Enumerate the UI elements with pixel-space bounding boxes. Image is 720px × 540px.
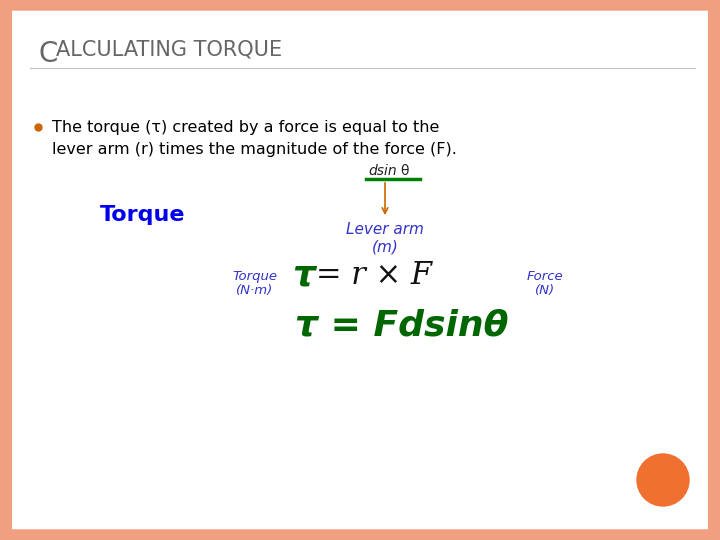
Text: Lever arm: Lever arm: [346, 222, 424, 237]
Text: (m): (m): [372, 239, 398, 254]
Text: (N·m): (N·m): [236, 284, 274, 297]
Text: θ: θ: [400, 164, 408, 178]
Circle shape: [637, 454, 689, 506]
Text: C: C: [38, 40, 58, 68]
Text: Torque: Torque: [233, 270, 277, 283]
Text: (N): (N): [535, 284, 555, 297]
Text: Force: Force: [527, 270, 563, 283]
Text: Torque: Torque: [100, 205, 186, 225]
Text: = r × F: = r × F: [316, 260, 432, 291]
Text: lever arm (r) times the magnitude of the force (F).: lever arm (r) times the magnitude of the…: [52, 142, 457, 157]
Text: τ: τ: [292, 258, 315, 292]
Text: dsin: dsin: [368, 164, 397, 178]
Text: ALCULATING TORQUE: ALCULATING TORQUE: [56, 40, 282, 60]
Text: The torque (τ) created by a force is equal to the: The torque (τ) created by a force is equ…: [52, 120, 439, 135]
Text: τ = Fdsinθ: τ = Fdsinθ: [295, 308, 508, 342]
